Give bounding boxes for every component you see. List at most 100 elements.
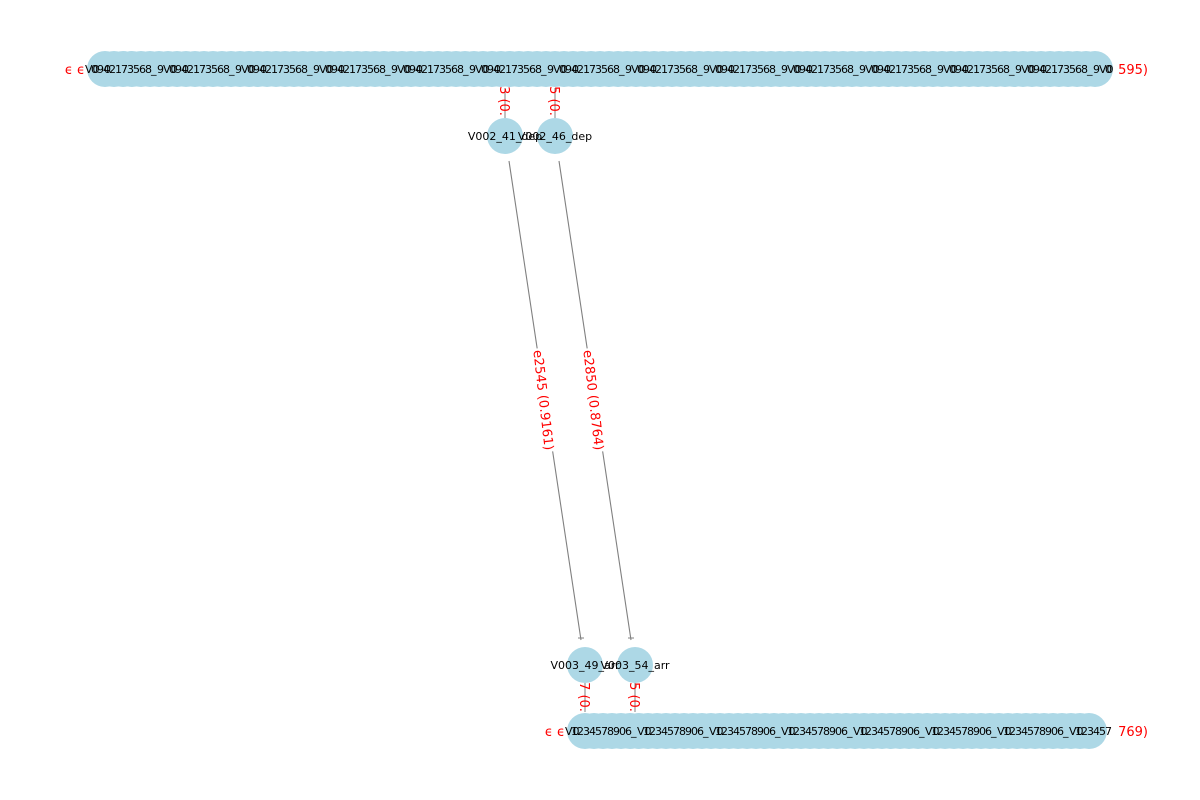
- bottom-cluster-label-fragment: 9: [613, 725, 620, 738]
- top-cluster-label-fragment: 7: [277, 63, 284, 76]
- node-label-V002_46_dep: V002_46_dep: [518, 130, 592, 143]
- bottom-cluster-edge-label-tail: 769): [1118, 725, 1148, 740]
- top-cluster-label-fragment: 5: [991, 63, 998, 76]
- edge-label-background: [530, 347, 558, 453]
- top-cluster-label-fragment: _: [774, 63, 781, 76]
- bottom-cluster-label-fragment: 8: [607, 725, 614, 738]
- bottom-cluster-label-fragment: V0: [853, 725, 868, 738]
- bottom-cluster-label-fragment: 1: [931, 725, 938, 738]
- bottom-cluster-label-fragment: V0: [781, 725, 796, 738]
- top-cluster-label-fragment: 6: [763, 63, 770, 76]
- bottom-cluster-label-fragment: 0: [691, 725, 698, 738]
- top-cluster-label-fragment: 0: [637, 63, 644, 76]
- top-cluster-label-fragment: 5: [523, 63, 530, 76]
- top-cluster-label-fragment: 1: [817, 63, 824, 76]
- top-cluster-label-fragment: 5: [679, 63, 686, 76]
- top-cluster-label-fragment: 4: [727, 63, 734, 76]
- bottom-cluster-label-fragment: 6: [697, 725, 704, 738]
- top-cluster-label-fragment: 9: [313, 63, 320, 76]
- bottom-cluster-label-fragment: 3: [1015, 725, 1022, 738]
- bottom-cluster-label-fragment: 7: [1105, 725, 1112, 738]
- bottom-cluster-label-fragment: 2: [865, 725, 872, 738]
- bottom-cluster-node: [1071, 713, 1107, 749]
- bottom-cluster-label-fragment: 8: [823, 725, 830, 738]
- top-cluster-label-fragment: V0: [475, 63, 490, 76]
- top-cluster-label-fragment: 7: [823, 63, 830, 76]
- top-cluster-label-fragment: _: [930, 63, 937, 76]
- top-cluster-label-fragment: 4: [493, 63, 500, 76]
- bottom-cluster-label-fragment: 6: [985, 725, 992, 738]
- top-cluster-label-fragment: 8: [925, 63, 932, 76]
- top-cluster-label-fragment: _: [540, 63, 547, 76]
- top-cluster-label-fragment: V0: [553, 63, 568, 76]
- bottom-cluster-label-fragment: 4: [805, 725, 812, 738]
- top-cluster-label-fragment: 8: [1003, 63, 1010, 76]
- top-cluster-label-fragment: 3: [829, 63, 836, 76]
- top-cluster-label-fragment: 2: [967, 63, 974, 76]
- bottom-cluster-label-fragment: 8: [967, 725, 974, 738]
- bottom-cluster-label-fragment: 4: [733, 725, 740, 738]
- top-cluster-label-fragment: 8: [613, 63, 620, 76]
- top-cluster-label-fragment: 8: [691, 63, 698, 76]
- bottom-cluster-label-fragment: 2: [721, 725, 728, 738]
- top-cluster-label-fragment: 90: [565, 63, 579, 76]
- top-cluster-label-fragment: 7: [355, 63, 362, 76]
- top-cluster-label-fragment: 1: [271, 63, 278, 76]
- bottom-cluster-label-fragment: 1: [787, 725, 794, 738]
- top-cluster-label-fragment: 3: [595, 63, 602, 76]
- top-cluster-label-fragment: 6: [607, 63, 614, 76]
- top-cluster-label-fragment: V0: [787, 63, 802, 76]
- top-cluster-label-fragment: 2: [343, 63, 350, 76]
- bottom-cluster-label-fragment: 0: [979, 725, 986, 738]
- partial-edge-label: 7 (0.: [576, 682, 591, 712]
- partial-edge-label: 5 (0.: [626, 682, 641, 712]
- top-cluster-label-fragment: 2: [265, 63, 272, 76]
- top-cluster-label-fragment: 5: [289, 63, 296, 76]
- bottom-cluster-label-fragment: 5: [1099, 725, 1106, 738]
- top-cluster-label-fragment: 2: [499, 63, 506, 76]
- top-cluster-label-fragment: V0: [1021, 63, 1036, 76]
- bottom-cluster-label-fragment: 6: [913, 725, 920, 738]
- top-cluster-label-fragment: 9: [1015, 63, 1022, 76]
- top-cluster-label-fragment: 6: [841, 63, 848, 76]
- top-cluster-label-fragment: _: [228, 63, 235, 76]
- top-cluster-label-fragment: 3: [517, 63, 524, 76]
- top-cluster-label-fragment: 8: [379, 63, 386, 76]
- top-cluster-label-fragment: 0: [247, 63, 254, 76]
- top-cluster-label-fragment: 6: [529, 63, 536, 76]
- bottom-cluster-label-fragment: V0: [925, 725, 940, 738]
- bottom-cluster-label-fragment: 3: [1087, 725, 1094, 738]
- bottom-cluster-label-fragment: 5: [595, 725, 602, 738]
- bottom-cluster-label-fragment: 3: [943, 725, 950, 738]
- bottom-cluster-label-fragment: 8: [679, 725, 686, 738]
- top-cluster-label-fragment: 5: [367, 63, 374, 76]
- top-cluster-label-fragment: 7: [121, 63, 128, 76]
- bottom-cluster-label-fragment: 1: [571, 725, 578, 738]
- bottom-cluster-label-fragment: 1: [1075, 725, 1082, 738]
- bottom-cluster-label-fragment: 1: [643, 725, 650, 738]
- top-cluster-label-fragment: 8: [535, 63, 542, 76]
- top-cluster-label-fragment: 7: [1057, 63, 1064, 76]
- bottom-cluster-label-fragment: 7: [961, 725, 968, 738]
- top-cluster-label-fragment: 3: [1063, 63, 1070, 76]
- top-cluster-label-fragment: 90: [487, 63, 501, 76]
- top-cluster-label-fragment: 4: [103, 63, 110, 76]
- top-cluster-label-fragment: 90: [955, 63, 969, 76]
- top-cluster-label-fragment: V0: [397, 63, 412, 76]
- node-V003_54_arr: [617, 647, 653, 683]
- top-cluster-label-fragment: 9: [469, 63, 476, 76]
- top-cluster-label-fragment: 9: [391, 63, 398, 76]
- top-cluster-label-fragment: 9: [1093, 63, 1100, 76]
- partial-edge-label: 5 (0.: [546, 86, 561, 116]
- bottom-cluster-label-fragment: 5: [955, 725, 962, 738]
- top-cluster-label-fragment: 6: [919, 63, 926, 76]
- bottom-cluster-label-fragment: 0: [619, 725, 626, 738]
- top-cluster-label-fragment: 3: [985, 63, 992, 76]
- top-cluster-label-fragment: 9: [859, 63, 866, 76]
- top-cluster-label-fragment: 8: [1081, 63, 1088, 76]
- top-cluster-label-fragment: 4: [805, 63, 812, 76]
- top-cluster-label-fragment: 3: [127, 63, 134, 76]
- top-cluster-label-fragment: 4: [337, 63, 344, 76]
- top-cluster-label-fragment: 4: [415, 63, 422, 76]
